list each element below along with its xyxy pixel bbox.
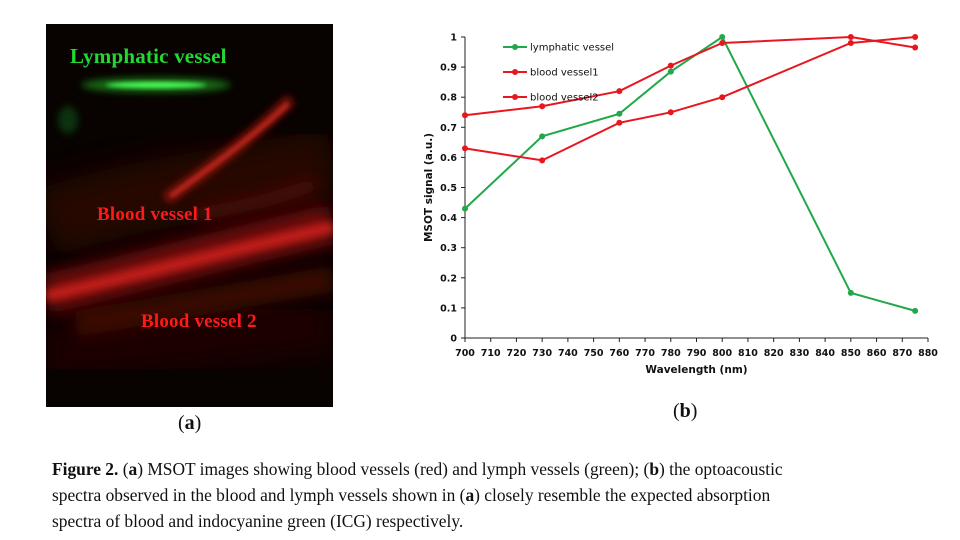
data-point: [539, 157, 546, 164]
figure-caption: Figure 2. (a) MSOT images showing blood …: [52, 456, 947, 534]
chart-legend: lymphatic vessel blood vessel1 blood vesse…: [503, 43, 614, 104]
caption-line-3: spectra of blood and indocyanine green (…: [52, 511, 464, 531]
y-tick-label: 0.8: [440, 93, 457, 104]
y-tick-label: 1: [450, 33, 457, 44]
x-tick-label: 830: [789, 348, 809, 359]
y-tick-label: 0: [450, 334, 457, 345]
data-point: [719, 34, 726, 40]
y-tick-label: 0.2: [440, 273, 457, 284]
data-point: [667, 68, 674, 75]
x-tick-label: 700: [455, 348, 475, 359]
y-tick-label: 0.7: [440, 123, 457, 134]
legend-item: lymphatic vessel: [503, 43, 614, 54]
x-tick-label: 840: [815, 348, 835, 359]
legend-item: blood vessel2: [503, 93, 599, 104]
data-point: [667, 109, 674, 116]
blood-vessel-2-label: Blood vessel 2: [141, 311, 257, 332]
legend-swatch-marker: [512, 94, 518, 100]
lymphatic-vessel-label: Lymphatic vessel: [70, 44, 227, 68]
data-point: [539, 133, 546, 140]
data-point: [847, 34, 854, 40]
series-1: [462, 34, 919, 314]
blood-vessel-1-label: Blood vessel 1: [97, 204, 213, 225]
data-point: [912, 307, 919, 314]
x-tick-label: 750: [584, 348, 604, 359]
data-point: [462, 205, 468, 212]
msot-image: [46, 24, 333, 407]
x-tick-label: 790: [687, 348, 707, 359]
x-tick-label: 820: [764, 348, 784, 359]
x-tick-label: 850: [841, 348, 861, 359]
data-point: [667, 62, 674, 69]
y-axis-title: MSOT signal (a.u.): [423, 133, 435, 242]
figure-label: Figure 2.: [52, 459, 119, 479]
x-tick-label: 810: [738, 348, 758, 359]
spectra-chart: 0 0.1 0.2 0.3 0.4 0.5 0.6 0.7 0.8 0.9 1 700 710 720 73…: [423, 33, 938, 377]
data-point: [719, 40, 726, 47]
legend-label: blood vessel2: [530, 93, 599, 104]
x-tick-label: 730: [532, 348, 552, 359]
panel-b-label: (b): [673, 400, 698, 422]
caption-line-2: spectra observed in the blood and lymph …: [52, 485, 771, 505]
y-tick-label: 0.4: [440, 213, 457, 224]
legend-label: lymphatic vessel: [530, 43, 614, 54]
data-point: [912, 34, 919, 40]
legend-label: blood vessel1: [530, 68, 599, 79]
legend-swatch-marker: [512, 69, 518, 75]
data-point: [912, 44, 919, 51]
chart-series: [462, 34, 919, 314]
msot-image-panel: Lymphatic vessel Blood vessel 1 Blood ve…: [46, 24, 333, 407]
y-tick-label: 0.1: [440, 303, 457, 314]
x-tick-label: 740: [558, 348, 578, 359]
y-tick-label: 0.5: [440, 183, 457, 194]
y-tick-label: 0.3: [440, 243, 457, 254]
data-point: [616, 110, 623, 117]
data-point: [616, 88, 623, 95]
y-tick-label: 0.9: [440, 63, 457, 74]
series-2: [462, 34, 919, 119]
x-tick-label: 880: [918, 348, 938, 359]
data-point: [719, 94, 726, 101]
x-tick-label: 710: [481, 348, 501, 359]
series-3: [462, 34, 919, 164]
x-tick-label: 760: [609, 348, 629, 359]
caption-line-1: Figure 2. (a) MSOT images showing blood …: [52, 459, 783, 479]
panel-a-label: (a): [178, 412, 202, 434]
x-tick-label: 870: [892, 348, 912, 359]
data-point: [847, 40, 854, 47]
x-tick-label: 770: [635, 348, 655, 359]
data-point: [462, 112, 468, 119]
x-tick-label: 780: [661, 348, 681, 359]
x-tick-label: 860: [867, 348, 887, 359]
data-point: [616, 119, 623, 126]
legend-swatch-marker: [512, 44, 518, 50]
x-tick-label: 720: [507, 348, 527, 359]
x-axis-title: Wavelength (nm): [645, 364, 747, 376]
x-tick-label: 800: [712, 348, 732, 359]
data-point: [847, 289, 854, 296]
data-point: [462, 145, 468, 152]
legend-item: blood vessel1: [503, 68, 599, 79]
chart-axes: 0 0.1 0.2 0.3 0.4 0.5 0.6 0.7 0.8 0.9 1 700 710 720 73…: [423, 33, 938, 377]
data-point: [539, 103, 546, 110]
y-tick-label: 0.6: [440, 153, 457, 164]
